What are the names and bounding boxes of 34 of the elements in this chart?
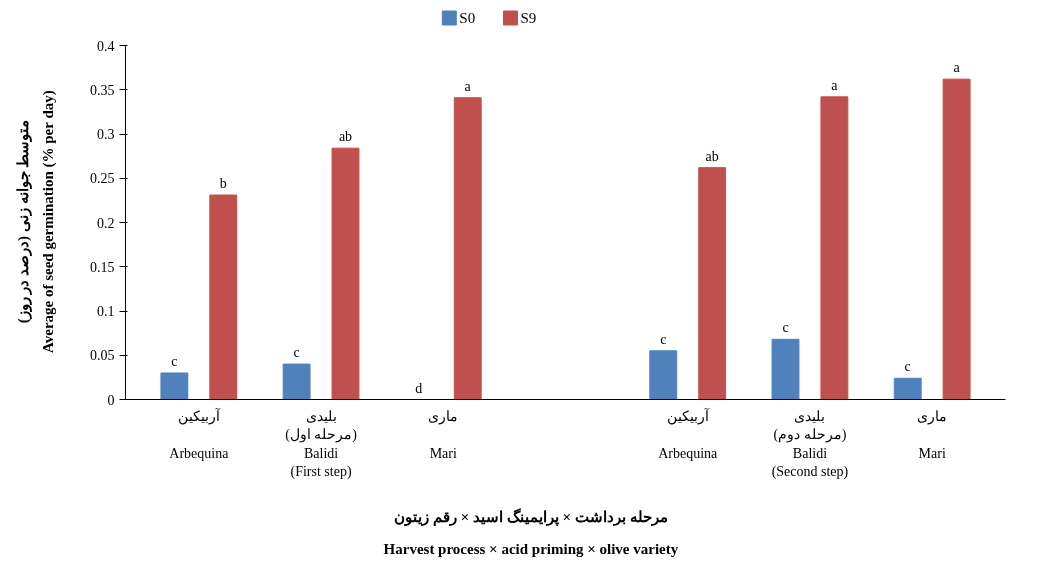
bar — [209, 194, 238, 400]
y-tick-label: 0.15 — [90, 259, 115, 275]
bar — [942, 78, 971, 400]
legend-label: S9 — [520, 10, 537, 26]
data-label: a — [464, 78, 472, 94]
data-label: d — [415, 380, 423, 396]
y-tick-label: 0.2 — [97, 215, 115, 231]
bar — [649, 350, 678, 400]
y-tick-label: 0.3 — [97, 127, 115, 142]
data-label: a — [953, 60, 961, 76]
bar — [160, 372, 189, 400]
y-tick-label: 0.1 — [97, 304, 115, 319]
data-label: c — [782, 320, 789, 336]
legend-label: S0 — [459, 10, 476, 26]
data-label: c — [660, 331, 667, 347]
bar — [820, 96, 849, 400]
bar — [453, 97, 482, 400]
bar — [698, 167, 727, 400]
y-tick-label: 0.35 — [90, 82, 115, 98]
bar — [771, 338, 800, 400]
data-label: a — [831, 77, 839, 93]
y-tick-label: 0 — [107, 392, 115, 408]
data-label: c — [904, 359, 911, 375]
data-label: c — [171, 353, 178, 369]
bar — [893, 377, 922, 400]
data-label: ab — [338, 129, 353, 145]
bar — [331, 147, 360, 400]
data-label: b — [219, 176, 227, 192]
y-tick-label: 0.4 — [97, 38, 115, 54]
y-tick-label: 0.05 — [90, 348, 115, 364]
bar — [282, 363, 311, 400]
data-label: ab — [705, 148, 719, 164]
data-label: c — [293, 345, 300, 361]
y-tick-label: 0.25 — [90, 171, 115, 187]
